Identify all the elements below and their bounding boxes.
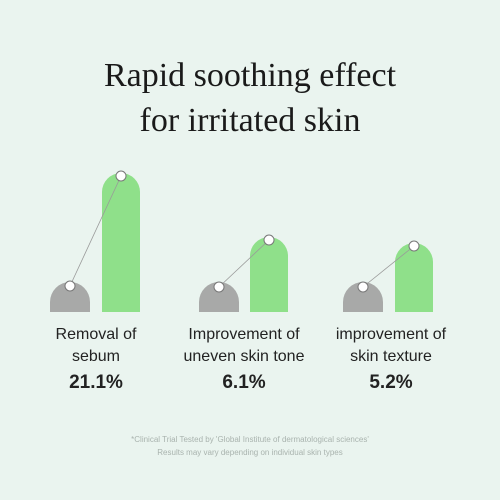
title-line: Rapid soothing effect bbox=[104, 57, 397, 94]
dot bbox=[357, 281, 369, 293]
connector bbox=[218, 239, 270, 288]
item-label: skin texture bbox=[350, 348, 432, 365]
item-value: 6.1% bbox=[222, 372, 265, 393]
connector bbox=[69, 175, 122, 287]
footnote: *Clinical Trial Tested by 'Global Instit… bbox=[131, 435, 369, 444]
dot bbox=[263, 234, 275, 246]
after-bar bbox=[395, 243, 433, 312]
item-label: Removal of bbox=[56, 326, 137, 343]
item-label: Improvement of bbox=[188, 326, 300, 343]
after-bar bbox=[250, 237, 288, 312]
dot bbox=[64, 280, 76, 292]
group-3: improvement of skin texture 5.2% bbox=[336, 240, 447, 393]
group-1: Removal of sebum 21.1% bbox=[50, 170, 140, 393]
item-label: improvement of bbox=[336, 326, 447, 343]
dot bbox=[115, 170, 127, 182]
item-label: sebum bbox=[72, 348, 120, 365]
dot bbox=[408, 240, 420, 252]
group-2: Improvement of uneven skin tone 6.1% bbox=[184, 234, 305, 393]
after-bar bbox=[102, 173, 140, 312]
item-label: uneven skin tone bbox=[184, 348, 305, 365]
before-bar bbox=[199, 282, 239, 312]
item-value: 5.2% bbox=[369, 372, 412, 393]
before-bar bbox=[343, 282, 383, 312]
title-line: for irritated skin bbox=[140, 102, 361, 139]
before-bar bbox=[50, 282, 90, 312]
dot bbox=[213, 281, 225, 293]
item-value: 21.1% bbox=[69, 372, 123, 393]
footnote: Results may vary depending on individual… bbox=[157, 448, 342, 457]
connector bbox=[362, 245, 415, 288]
